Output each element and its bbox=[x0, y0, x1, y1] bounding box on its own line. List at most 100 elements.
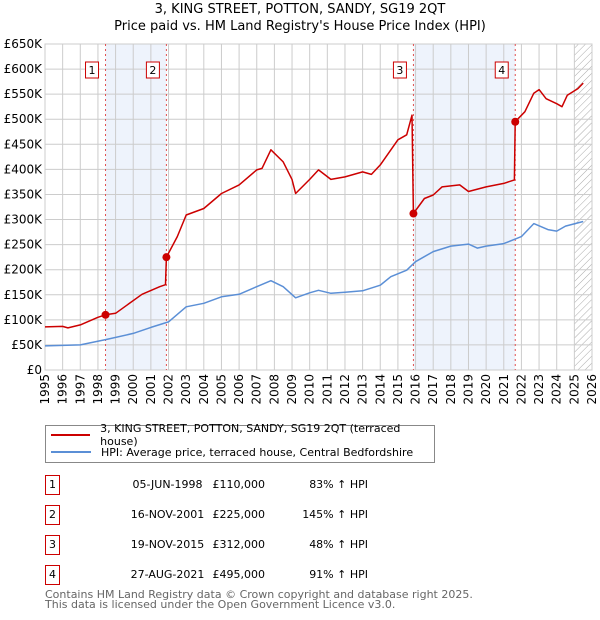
legend: 3, KING STREET, POTTON, SANDY, SG19 2QT … bbox=[45, 422, 435, 463]
sale-label-box: 2 bbox=[145, 61, 160, 79]
sale-date: 16-NOV-2001 bbox=[130, 508, 205, 521]
sale-number: 2 bbox=[45, 505, 60, 525]
sale-label-border bbox=[494, 61, 509, 79]
sale-row: 4 27-AUG-2021 £495,000 91% ↑ HPI bbox=[45, 565, 405, 585]
sale-row: 3 19-NOV-2015 £312,000 48% ↑ HPI bbox=[45, 535, 405, 555]
legend-swatch-property bbox=[51, 434, 91, 436]
x-tick-label: 2002 bbox=[162, 374, 176, 405]
x-tick-label: 2004 bbox=[197, 374, 211, 405]
sale-date: 19-NOV-2015 bbox=[130, 538, 205, 551]
footer-licence: This data is licensed under the Open Gov… bbox=[45, 598, 396, 611]
sale-point bbox=[162, 253, 171, 262]
sale-label-number: 2 bbox=[149, 64, 156, 77]
sale-price: £312,000 bbox=[212, 538, 266, 551]
x-tick-label: 2010 bbox=[303, 374, 317, 405]
x-tick-label: 2017 bbox=[426, 374, 440, 405]
y-tick-label: £200K bbox=[4, 263, 44, 277]
x-tick-label: 2005 bbox=[214, 374, 228, 405]
x-tick-label: 2020 bbox=[479, 374, 493, 405]
x-tick-label: 2018 bbox=[444, 374, 458, 405]
x-tick-label: 2011 bbox=[320, 374, 334, 405]
x-tick-label: 2021 bbox=[497, 374, 511, 405]
sale-label-border bbox=[145, 61, 160, 79]
sale-number: 1 bbox=[45, 475, 60, 495]
x-tick-label: 2019 bbox=[461, 374, 475, 405]
sale-hpi-change: 91% ↑ HPI bbox=[309, 568, 368, 581]
legend-label-hpi: HPI: Average price, terraced house, Cent… bbox=[101, 445, 414, 459]
sale-number: 3 bbox=[45, 535, 60, 555]
y-tick-label: £350K bbox=[4, 187, 44, 201]
y-tick-label: £0 bbox=[27, 363, 42, 377]
x-tick-label: 2003 bbox=[179, 374, 193, 405]
x-tick-label: 2008 bbox=[267, 374, 281, 405]
shaded-period bbox=[413, 44, 516, 370]
sale-price: £225,000 bbox=[212, 508, 266, 521]
x-tick-label: 2024 bbox=[550, 374, 564, 405]
sale-point bbox=[511, 117, 520, 126]
x-tick-label: 2026 bbox=[585, 374, 599, 405]
y-tick-label: £650K bbox=[4, 37, 44, 51]
x-tick-label: 1999 bbox=[109, 374, 123, 405]
sale-hpi-change: 83% ↑ HPI bbox=[309, 478, 368, 491]
sale-row: 2 16-NOV-2001 £225,000 145% ↑ HPI bbox=[45, 505, 405, 525]
sale-date: 27-AUG-2021 bbox=[130, 568, 205, 581]
x-tick-label: 2009 bbox=[285, 374, 299, 405]
x-tick-label: 2012 bbox=[338, 374, 352, 405]
sale-date: 05-JUN-1998 bbox=[132, 478, 203, 491]
sale-label-box: 4 bbox=[494, 61, 509, 79]
sale-point bbox=[101, 310, 110, 319]
x-tick-label: 2015 bbox=[391, 374, 405, 405]
shaded-period bbox=[105, 44, 167, 370]
sale-label-number: 4 bbox=[498, 64, 505, 77]
x-tick-label: 1996 bbox=[56, 374, 70, 405]
x-tick-label: 2007 bbox=[250, 374, 264, 405]
x-tick-label: 1998 bbox=[91, 374, 105, 405]
y-tick-label: £250K bbox=[4, 238, 44, 252]
y-tick-label: £600K bbox=[4, 62, 44, 76]
x-tick-label: 1997 bbox=[73, 374, 87, 405]
chart-title: 3, KING STREET, POTTON, SANDY, SG19 2QT bbox=[154, 2, 446, 17]
legend-item-property: 3, KING STREET, POTTON, SANDY, SG19 2QT … bbox=[51, 422, 434, 448]
sale-hpi-change: 145% ↑ HPI bbox=[302, 508, 368, 521]
x-tick-label: 2016 bbox=[409, 374, 423, 405]
plot-border bbox=[44, 43, 593, 371]
sale-price: £110,000 bbox=[212, 478, 266, 491]
x-tick-label: 2001 bbox=[144, 374, 158, 405]
legend-label-property: 3, KING STREET, POTTON, SANDY, SG19 2QT … bbox=[100, 422, 401, 448]
y-tick-label: £300K bbox=[4, 213, 44, 227]
x-tick-label: 2013 bbox=[356, 374, 370, 405]
x-tick-label: 2022 bbox=[514, 374, 528, 405]
x-tick-label: 2014 bbox=[373, 374, 387, 405]
sale-row: 1 05-JUN-1998 £110,000 83% ↑ HPI bbox=[45, 475, 405, 495]
y-tick-label: £150K bbox=[4, 288, 44, 302]
x-tick-label: 2000 bbox=[126, 374, 140, 405]
property-price-line bbox=[44, 82, 584, 329]
sale-price: £495,000 bbox=[212, 568, 266, 581]
sale-point bbox=[409, 209, 418, 218]
price-chart: £0 £50K £100K £150K £200K £250K £300K £350K £400… bbox=[4, 37, 599, 405]
y-tick-label: £50K bbox=[11, 338, 43, 352]
sale-label-border bbox=[392, 61, 407, 79]
sale-label-box: 3 bbox=[392, 61, 407, 79]
sale-label-number: 1 bbox=[89, 64, 96, 77]
footer-copyright: Contains HM Land Registry data © Crown c… bbox=[45, 588, 473, 601]
hpi-line bbox=[44, 220, 584, 347]
y-tick-label: £100K bbox=[4, 313, 44, 327]
forecast-hatch bbox=[574, 44, 592, 370]
y-tick-label: £400K bbox=[4, 162, 44, 176]
x-tick-label: 2006 bbox=[232, 374, 246, 405]
chart-subtitle: Price paid vs. HM Land Registry's House … bbox=[114, 19, 486, 34]
sale-label-number: 3 bbox=[396, 64, 403, 77]
y-tick-label: £550K bbox=[4, 87, 44, 101]
y-tick-label: £500K bbox=[4, 112, 44, 126]
x-tick-label: 2023 bbox=[532, 374, 546, 405]
sale-number: 4 bbox=[45, 565, 60, 585]
x-tick-label: 1995 bbox=[38, 374, 52, 405]
sale-label-border bbox=[85, 61, 100, 79]
sale-label-box: 1 bbox=[85, 61, 100, 79]
sale-hpi-change: 48% ↑ HPI bbox=[309, 538, 368, 551]
x-tick-label: 2025 bbox=[567, 374, 581, 405]
legend-item-hpi: HPI: Average price, terraced house, Cent… bbox=[51, 444, 413, 460]
legend-swatch-hpi bbox=[51, 451, 91, 453]
y-tick-label: £450K bbox=[4, 137, 44, 151]
